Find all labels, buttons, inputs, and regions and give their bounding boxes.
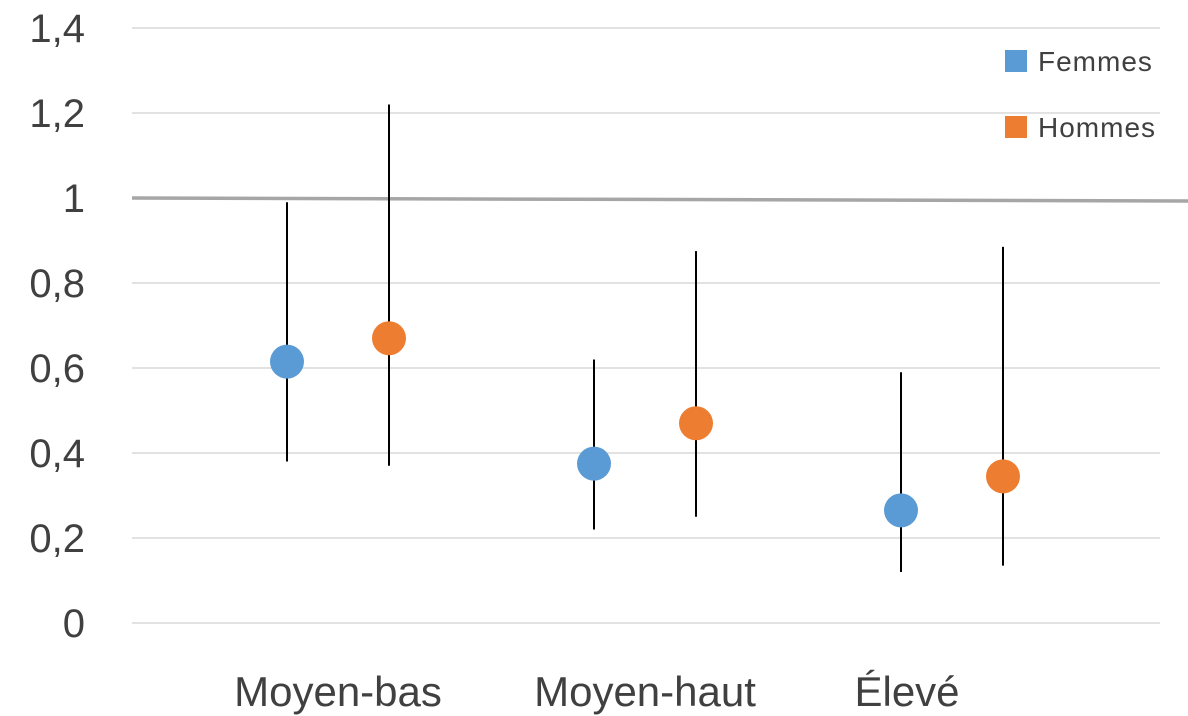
data-point-hommes xyxy=(372,321,406,356)
data-point-femmes xyxy=(884,493,918,528)
y-tick-label: 0,8 xyxy=(29,262,85,306)
data-point-hommes xyxy=(679,406,713,441)
error-bars xyxy=(286,104,1004,572)
y-tick-label: 0 xyxy=(63,602,85,646)
data-point-hommes xyxy=(986,459,1020,494)
reference-line-group xyxy=(131,196,1188,203)
legend-label-hommes: Hommes xyxy=(1038,112,1156,143)
y-tick-label: 0,6 xyxy=(29,347,85,391)
legend-swatch-femmes xyxy=(1005,50,1027,72)
data-point-femmes xyxy=(270,344,304,379)
x-category-label: Moyen-bas xyxy=(234,668,442,715)
y-tick-label: 1,2 xyxy=(29,92,85,136)
y-tick-label: 1,4 xyxy=(29,7,85,51)
y-tick-label: 1 xyxy=(63,177,85,221)
x-category-label: Moyen-haut xyxy=(534,668,756,715)
y-tick-label: 0,4 xyxy=(29,432,85,476)
data-point-femmes xyxy=(577,446,611,481)
x-axis-category-labels: Moyen-bas Moyen-haut Élevé xyxy=(234,668,959,715)
reference-line xyxy=(131,196,1188,203)
legend: Femmes Hommes xyxy=(1005,46,1156,143)
gridlines xyxy=(132,27,1160,624)
y-tick-label: 0,2 xyxy=(29,517,85,561)
y-axis-tick-labels: 0 0,2 0,4 0,6 0,8 1 1,2 1,4 xyxy=(29,7,85,646)
legend-swatch-hommes xyxy=(1005,116,1027,138)
data-points xyxy=(270,321,1020,528)
legend-label-femmes: Femmes xyxy=(1038,46,1153,77)
x-category-label: Élevé xyxy=(854,668,959,715)
